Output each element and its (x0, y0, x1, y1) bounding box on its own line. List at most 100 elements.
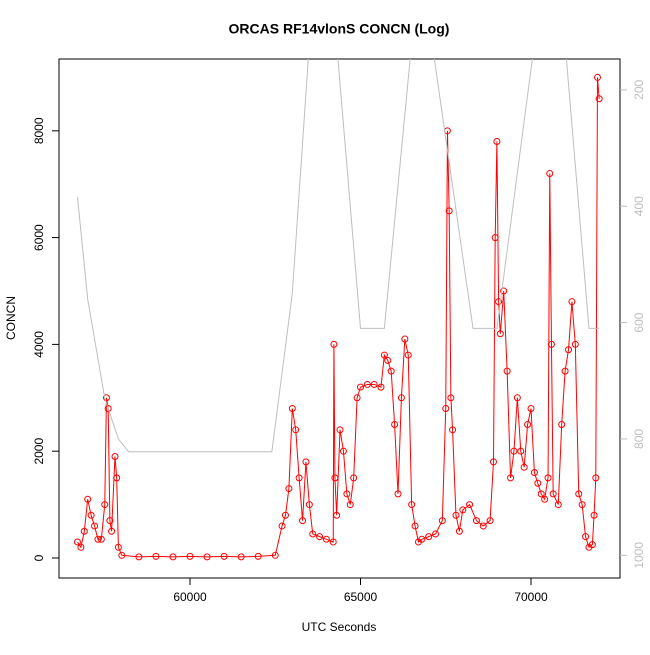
x-tick-label: 70000 (514, 590, 548, 604)
data-point (101, 501, 109, 509)
data-point (496, 330, 504, 338)
data-point (537, 490, 545, 498)
y-tick-label: 8000 (32, 117, 46, 144)
data-point (91, 522, 99, 530)
data-point (104, 404, 112, 412)
data-point (346, 501, 354, 509)
data-point (331, 474, 339, 482)
data-point (394, 490, 402, 498)
data-point (449, 426, 457, 434)
data-point (425, 533, 433, 541)
data-point (510, 447, 518, 455)
data-point (459, 506, 467, 514)
data-point (397, 394, 405, 402)
data-point (292, 426, 300, 434)
data-point (102, 394, 110, 402)
y2-tick-label: 1000 (632, 542, 646, 569)
x-tick-label: 60000 (173, 590, 207, 604)
data-point (114, 543, 122, 551)
data-point (554, 501, 562, 509)
data-point (343, 490, 351, 498)
data-point (582, 533, 590, 541)
data-point (503, 367, 511, 375)
y-tick-label: 6000 (32, 224, 46, 251)
data-point (278, 522, 286, 530)
data-point (84, 495, 92, 503)
data-point (363, 380, 371, 388)
y2-tick-label: 200 (632, 80, 646, 100)
chart-title: ORCAS RF14vlonS CONCN (Log) (229, 21, 450, 37)
data-point (530, 469, 538, 477)
data-point (350, 474, 358, 482)
data-point (285, 485, 293, 493)
data-point (408, 501, 416, 509)
data-point (495, 298, 503, 306)
data-point (549, 490, 557, 498)
data-point (493, 137, 501, 145)
data-point (329, 538, 337, 546)
data-point (565, 346, 573, 354)
data-point (442, 404, 450, 412)
data-point (513, 394, 521, 402)
data-point (135, 553, 143, 561)
y-tick-label: 0 (32, 554, 46, 561)
data-point (500, 287, 508, 295)
data-point (592, 474, 600, 482)
data-point (575, 490, 583, 498)
data-point (377, 383, 385, 391)
data-point (595, 95, 603, 103)
data-point (466, 501, 474, 509)
data-point (588, 541, 596, 549)
data-point (534, 479, 542, 487)
data-point (455, 527, 463, 535)
data-point (479, 522, 487, 530)
data-point (339, 447, 347, 455)
data-point (113, 474, 121, 482)
data-point (111, 453, 119, 461)
y2-tick-label: 800 (632, 429, 646, 449)
data-point (524, 420, 532, 428)
data-point (281, 511, 289, 519)
data-point (333, 511, 341, 519)
data-point (77, 543, 85, 551)
data-point (520, 463, 528, 471)
x-tick-label: 65000 (344, 590, 378, 604)
x-axis-label: UTC Seconds (302, 620, 377, 634)
data-point (404, 351, 412, 359)
data-point (330, 340, 338, 348)
data-point (544, 474, 552, 482)
data-point (418, 535, 426, 543)
data-point (97, 535, 105, 543)
series-line (76, 59, 600, 453)
data-point (541, 495, 549, 503)
plot-box (58, 58, 621, 579)
data-point (353, 394, 361, 402)
data-point (568, 298, 576, 306)
data-point (169, 553, 177, 561)
y2-tick-label: 600 (632, 312, 646, 332)
data-point (507, 474, 515, 482)
data-point (237, 553, 245, 561)
data-point (527, 404, 535, 412)
y-tick-label: 2000 (32, 438, 46, 465)
data-point (73, 538, 81, 546)
data-point (370, 380, 378, 388)
data-point (447, 394, 455, 402)
data-point (357, 383, 365, 391)
data-point (271, 551, 279, 559)
data-point (571, 340, 579, 348)
y-axis-label: CONCN (4, 296, 18, 340)
data-point (288, 404, 296, 412)
data-point (547, 340, 555, 348)
data-point (546, 170, 554, 178)
data-point (590, 511, 598, 519)
data-point (445, 207, 453, 215)
data-point (220, 552, 228, 560)
data-point (401, 335, 409, 343)
data-point (391, 420, 399, 428)
data-point (561, 367, 569, 375)
data-point (309, 530, 317, 538)
data-point (254, 552, 262, 560)
data-point (80, 527, 88, 535)
